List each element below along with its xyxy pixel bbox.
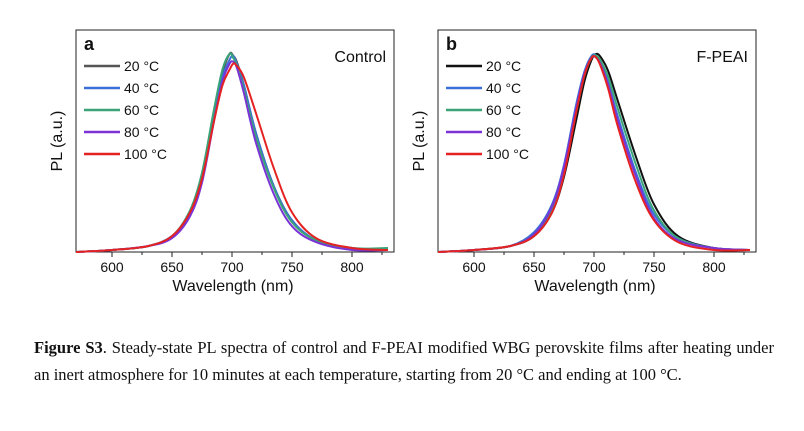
panel-label: a [84, 34, 95, 54]
panel-label: b [446, 34, 457, 54]
caption-label: Figure S3 [34, 338, 103, 357]
series-line-1 [437, 53, 751, 253]
legend-label-1: 40 °C [486, 80, 521, 96]
x-tick-label: 700 [220, 259, 244, 275]
legend-label-0: 20 °C [486, 58, 521, 74]
plot-frame [437, 29, 757, 253]
legend-label-3: 80 °C [486, 124, 521, 140]
caption-text: . Steady-state PL spectra of control and… [34, 338, 774, 384]
series-line-0 [437, 52, 751, 253]
x-tick-label: 600 [462, 259, 486, 275]
legend-label-1: 40 °C [124, 80, 159, 96]
x-tick-label: 650 [522, 259, 546, 275]
x-tick-label: 650 [160, 259, 184, 275]
series-line-1 [75, 54, 389, 253]
series-line-4 [75, 62, 389, 253]
x-tick-label: 700 [582, 259, 606, 275]
y-axis-label: PL (a.u.) [411, 111, 428, 172]
panel-b: 600 650 700 750 800 Wavelength (nm) PL (a.u.) b… [411, 29, 757, 295]
x-tick-label: 600 [100, 259, 124, 275]
x-tick-label: 800 [340, 259, 364, 275]
x-tick-label: 750 [280, 259, 304, 275]
legend-label-2: 60 °C [486, 102, 521, 118]
x-axis-label: Wavelength (nm) [534, 278, 655, 295]
y-axis-label: PL (a.u.) [49, 111, 66, 172]
series-line-0 [75, 51, 389, 253]
panel-a: 600 650 700 750 800 Wavelength (nm) PL (a.u.) a… [49, 29, 395, 295]
legend-label-4: 100 °C [124, 146, 167, 162]
figure-s3: 600 650 700 750 800 Wavelength (nm) PL (a.u.) a… [49, 29, 757, 295]
series-line-2 [437, 54, 751, 253]
plot-frame [75, 29, 395, 253]
x-axis-label: Wavelength (nm) [172, 278, 293, 295]
legend-label-3: 80 °C [124, 124, 159, 140]
series-line-3 [75, 60, 389, 253]
series-line-3 [437, 55, 751, 253]
x-tick-label: 800 [702, 259, 726, 275]
series-line-2 [75, 52, 389, 253]
panel-title: F-PEAI [696, 49, 748, 66]
figure-caption: Figure S3. Steady-state PL spectra of co… [34, 334, 774, 388]
series-line-4 [437, 55, 751, 253]
x-tick-label: 750 [642, 259, 666, 275]
legend-label-2: 60 °C [124, 102, 159, 118]
panel-title: Control [334, 49, 386, 66]
legend-label-0: 20 °C [124, 58, 159, 74]
legend-label-4: 100 °C [486, 146, 529, 162]
